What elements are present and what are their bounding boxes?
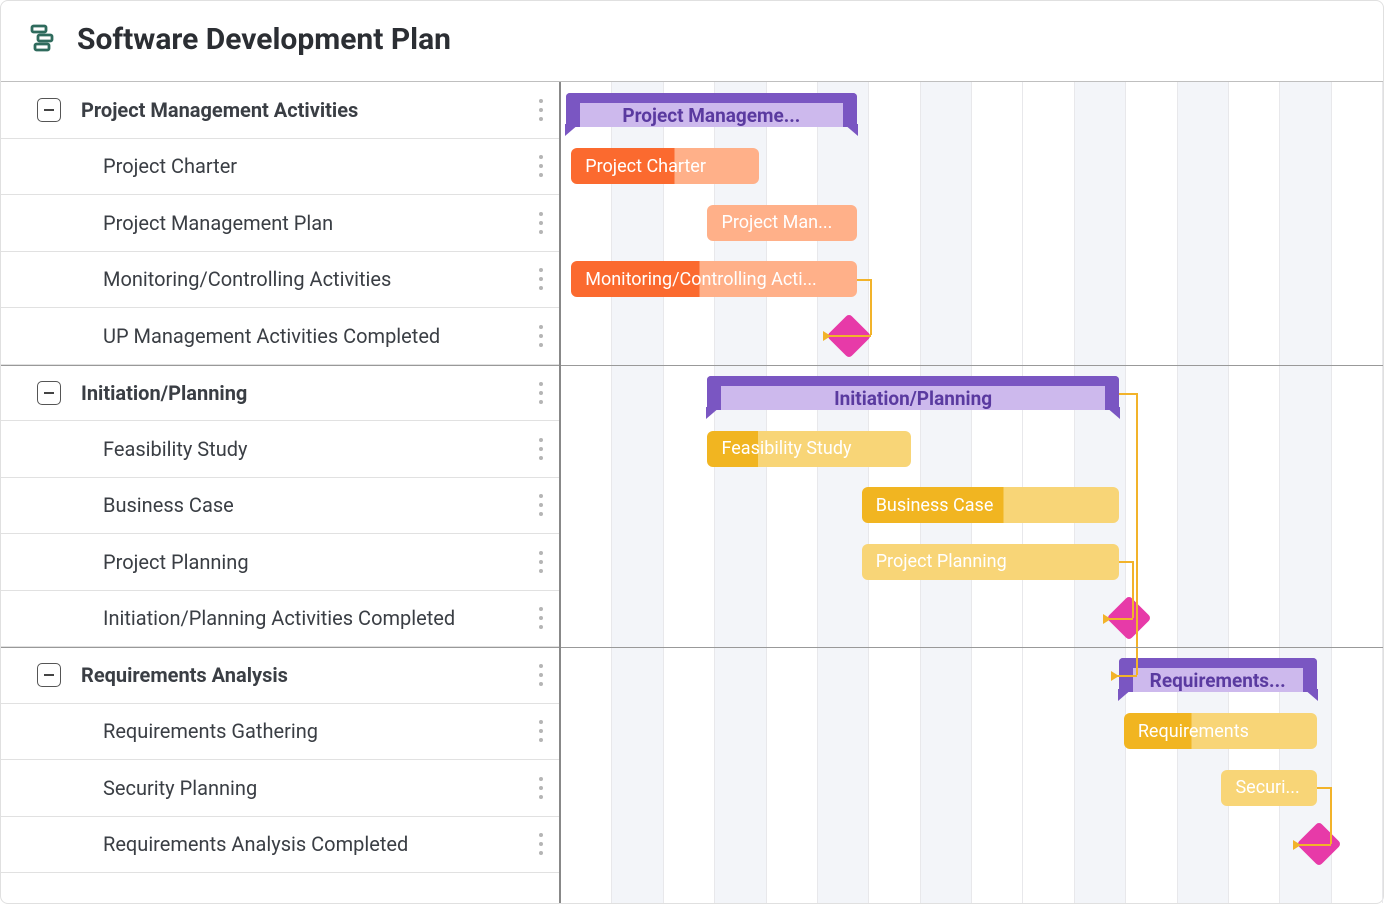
group-row[interactable]: Requirements Analysis	[1, 647, 559, 704]
task-row[interactable]: Project Charter	[1, 139, 559, 196]
collapse-toggle[interactable]	[37, 381, 61, 405]
summary-bar[interactable]: Project Manageme...	[566, 93, 856, 127]
milestone-label: Initiation/Planning Activities Completed	[37, 606, 533, 630]
gantt-icon	[29, 21, 61, 57]
task-row[interactable]: Project Planning	[1, 534, 559, 591]
task-row[interactable]: UP Management Activities Completed	[1, 308, 559, 365]
task-bar-label: Feasibility Study	[721, 438, 851, 459]
drag-handle-icon[interactable]	[533, 827, 549, 861]
task-label: Business Case	[37, 493, 533, 517]
group-row[interactable]: Project Management Activities	[1, 82, 559, 139]
task-bar[interactable]: Business Case	[862, 487, 1119, 523]
task-bar-label: Business Case	[876, 495, 994, 516]
drag-handle-icon[interactable]	[533, 319, 549, 353]
task-row[interactable]: Security Planning	[1, 760, 559, 817]
drag-handle-icon[interactable]	[533, 601, 549, 635]
task-label: Monitoring/Controlling Activities	[37, 267, 533, 291]
group-label: Requirements Analysis	[81, 663, 533, 687]
collapse-toggle[interactable]	[37, 663, 61, 687]
milestone-label: UP Management Activities Completed	[37, 324, 533, 348]
timeline-pane[interactable]: Project Manageme... Project Charter Projec…	[561, 82, 1383, 903]
task-bar[interactable]: Project Man...	[707, 205, 856, 241]
task-row[interactable]: Monitoring/Controlling Activities	[1, 252, 559, 309]
page-title: Software Development Plan	[77, 22, 451, 57]
summary-bar[interactable]: Initiation/Planning	[707, 376, 1118, 410]
task-label: Feasibility Study	[37, 437, 533, 461]
gantt-panel: Software Development Plan Project Manage…	[0, 0, 1384, 904]
task-bar[interactable]: Securi...	[1221, 770, 1316, 806]
task-bar-label: Project Man...	[721, 212, 832, 233]
task-row[interactable]: Initiation/Planning Activities Completed	[1, 591, 559, 648]
task-label: Security Planning	[37, 776, 533, 800]
task-row[interactable]: Requirements Gathering	[1, 704, 559, 761]
group-label: Project Management Activities	[81, 98, 533, 122]
header: Software Development Plan	[1, 1, 1383, 81]
task-bar[interactable]: Requirements	[1124, 713, 1317, 749]
task-bar[interactable]: Monitoring/Controlling Acti...	[571, 261, 856, 297]
task-bar-label: Securi...	[1235, 777, 1299, 798]
task-label: Requirements Gathering	[37, 719, 533, 743]
task-label: Project Management Plan	[37, 211, 533, 235]
drag-handle-icon[interactable]	[533, 93, 549, 127]
drag-handle-icon[interactable]	[533, 376, 549, 410]
drag-handle-icon[interactable]	[533, 658, 549, 692]
task-bar[interactable]: Project Planning	[862, 544, 1119, 580]
drag-handle-icon[interactable]	[533, 432, 549, 466]
drag-handle-icon[interactable]	[533, 262, 549, 296]
task-bar-label: Project Charter	[585, 156, 706, 177]
collapse-toggle[interactable]	[37, 98, 61, 122]
task-label: Project Planning	[37, 550, 533, 574]
timeline: Project Manageme... Project Charter Projec…	[561, 82, 1383, 903]
task-bar[interactable]: Feasibility Study	[707, 431, 910, 467]
gantt-body: Project Management Activities Project Cha…	[1, 81, 1383, 903]
drag-handle-icon[interactable]	[533, 714, 549, 748]
milestone-label: Requirements Analysis Completed	[37, 832, 533, 856]
summary-bar-label: Initiation/Planning	[834, 386, 992, 410]
task-label: Project Charter	[37, 154, 533, 178]
task-row[interactable]: Requirements Analysis Completed	[1, 817, 559, 874]
drag-handle-icon[interactable]	[533, 206, 549, 240]
group-row[interactable]: Initiation/Planning	[1, 365, 559, 422]
task-bar-label: Project Planning	[876, 551, 1007, 572]
task-bar-label: Monitoring/Controlling Acti...	[585, 269, 817, 290]
summary-bar[interactable]: Requirements...	[1119, 658, 1317, 692]
summary-bar-label: Requirements...	[1150, 668, 1286, 692]
task-list: Project Management Activities Project Cha…	[1, 82, 561, 903]
drag-handle-icon[interactable]	[533, 149, 549, 183]
task-row[interactable]: Business Case	[1, 478, 559, 535]
task-bar-label: Requirements	[1138, 721, 1249, 742]
drag-handle-icon[interactable]	[533, 545, 549, 579]
drag-handle-icon[interactable]	[533, 771, 549, 805]
task-row[interactable]: Project Management Plan	[1, 195, 559, 252]
task-row[interactable]: Feasibility Study	[1, 421, 559, 478]
group-label: Initiation/Planning	[81, 381, 533, 405]
summary-bar-label: Project Manageme...	[622, 103, 800, 127]
drag-handle-icon[interactable]	[533, 488, 549, 522]
task-bar[interactable]: Project Charter	[571, 148, 759, 184]
